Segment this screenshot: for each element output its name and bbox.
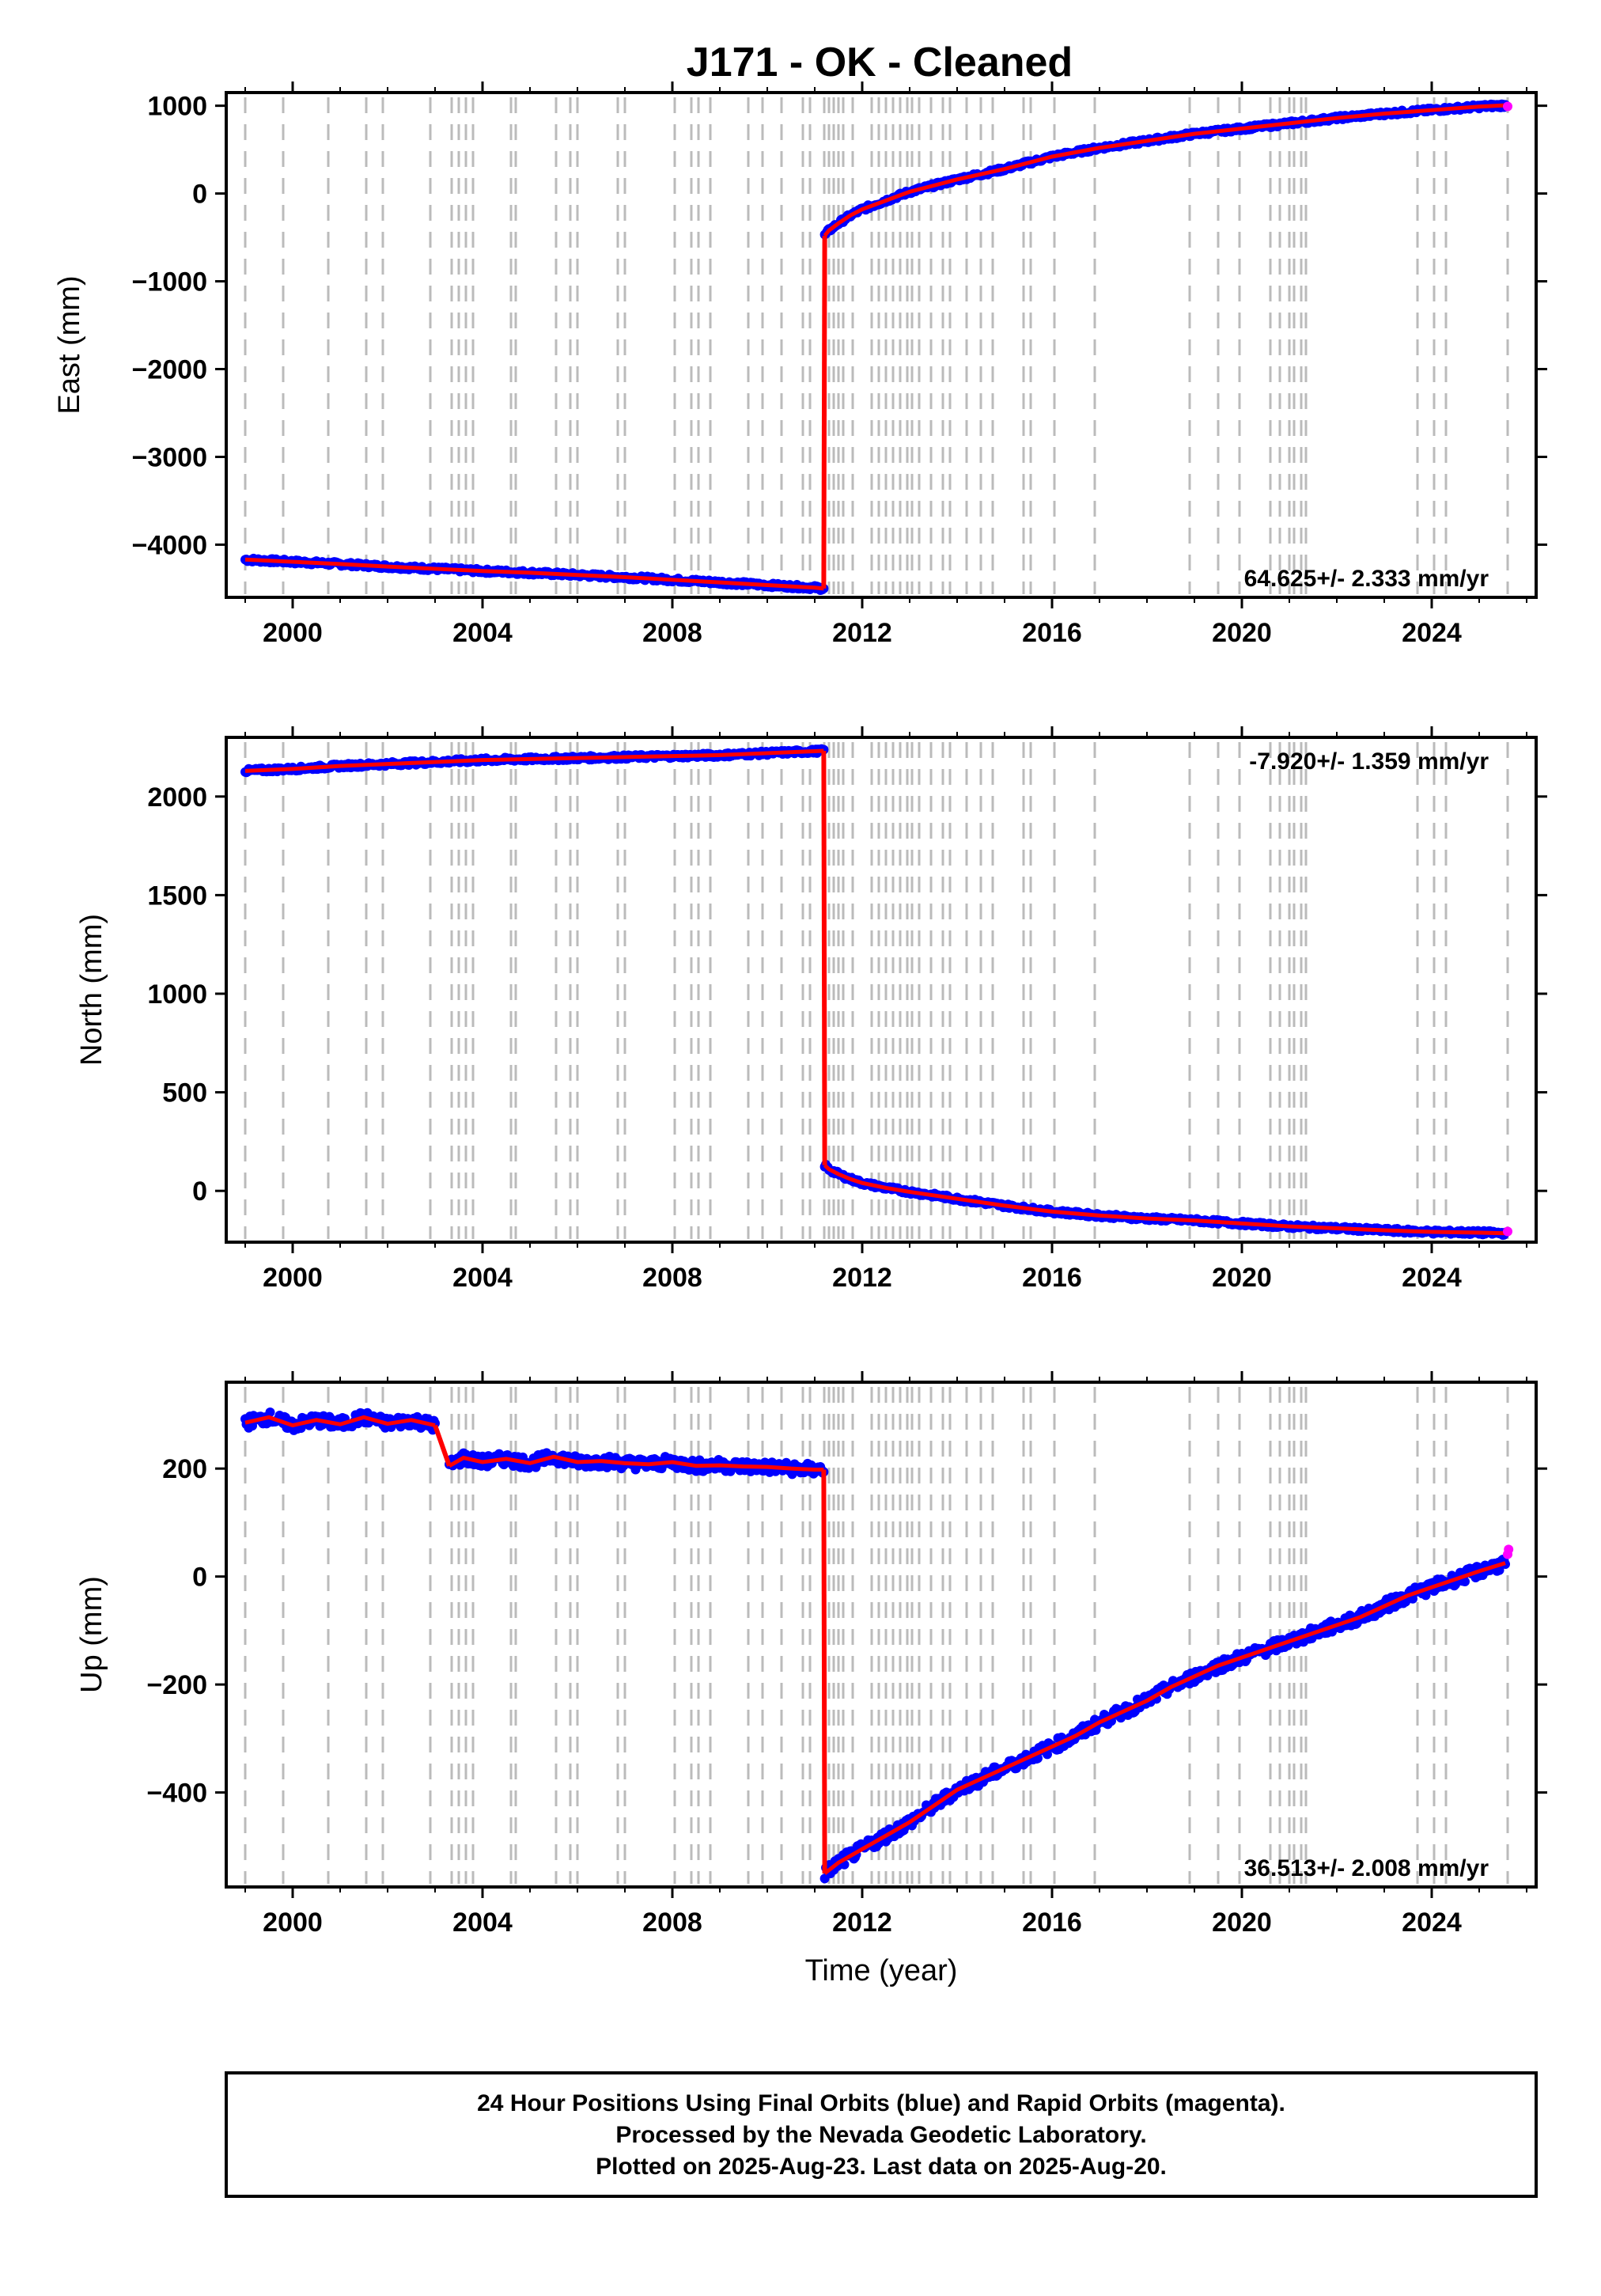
- east-x-tick-label: 2004: [452, 618, 513, 648]
- east-data-point: [1503, 101, 1512, 112]
- up-model-line: [823, 1561, 1506, 1875]
- up-y-tick-label: −400: [146, 1779, 207, 1809]
- north-x-tick-label: 2020: [1212, 1263, 1272, 1293]
- up-x-tick-label: 2008: [642, 1908, 702, 1938]
- up-offset-step: [821, 1469, 827, 1874]
- up-y-tick-label: −200: [146, 1670, 207, 1700]
- east-panel: 2000 2004 2008 2012 2016 2020 2024 1000 0 −1000 −2…: [53, 81, 1547, 648]
- footer-line-3: Plotted on 2025-Aug-23. Last data on 202…: [596, 2154, 1167, 2180]
- east-model-line: [823, 103, 1506, 237]
- east-x-tick-label: 2024: [1402, 618, 1462, 648]
- east-x-tick-label: 2000: [263, 618, 323, 648]
- east-y-tick-label: −4000: [132, 530, 208, 560]
- north-x-tick-label: 2004: [452, 1263, 513, 1293]
- footer-box: 24 Hour Positions Using Final Orbits (bl…: [225, 2071, 1538, 2198]
- up-x-tick-label: 2016: [1022, 1908, 1082, 1938]
- up-y-tick-label: 0: [192, 1563, 207, 1593]
- north-offset-step: [821, 750, 827, 1165]
- north-x-tick-label: 2000: [263, 1263, 323, 1293]
- footer-frame: [225, 2071, 1538, 2198]
- up-rate-label: 36.513+/- 2.008 mm/yr: [1244, 1855, 1489, 1881]
- east-model-line: [244, 557, 824, 591]
- up-x-tick-label: 2020: [1212, 1908, 1272, 1938]
- east-offset-step: [821, 235, 827, 589]
- east-y-tick-label: −3000: [132, 442, 208, 472]
- north-y-axis-label: North (mm): [75, 914, 108, 1066]
- up-y-tick-label: 200: [162, 1454, 207, 1484]
- up-x-tick-label: 2000: [263, 1908, 323, 1938]
- up-plot-frame: [225, 1381, 1538, 1889]
- east-plot-frame: [225, 91, 1538, 599]
- up-x-tick-label: 2012: [832, 1908, 892, 1938]
- north-y-tick-label: 1000: [147, 979, 207, 1010]
- footer-line-1: 24 Hour Positions Using Final Orbits (bl…: [477, 2090, 1285, 2116]
- up-model-line: [448, 1454, 824, 1472]
- east-y-axis-label: East (mm): [53, 275, 86, 414]
- north-model-line: [823, 1163, 1506, 1236]
- east-y-tick-label: −2000: [132, 355, 208, 385]
- footer-line-2: Processed by the Nevada Geodetic Laborat…: [615, 2122, 1146, 2148]
- east-x-tick-label: 2016: [1022, 618, 1082, 648]
- east-x-tick-label: 2008: [642, 618, 702, 648]
- up-x-tick-label: 2024: [1402, 1908, 1462, 1938]
- north-panel: 2000 2004 2008 2012 2016 2020 2024 2000 1500 1000…: [75, 726, 1547, 1293]
- north-x-tick-label: 2012: [832, 1263, 892, 1293]
- up-data-point: [1494, 1565, 1504, 1575]
- east-y-tick-label: −1000: [132, 267, 208, 297]
- north-y-tick-label: 0: [192, 1176, 207, 1207]
- north-x-tick-label: 2008: [642, 1263, 702, 1293]
- north-y-tick-label: 1500: [147, 881, 207, 911]
- east-rate-label: 64.625+/- 2.333 mm/yr: [1244, 566, 1489, 592]
- east-x-tick-label: 2020: [1212, 618, 1272, 648]
- up-offset-step: [433, 1424, 452, 1467]
- up-model-line: [244, 1415, 436, 1428]
- up-data-point: [265, 1408, 275, 1418]
- up-data-point: [1504, 1544, 1514, 1555]
- north-x-tick-label: 2024: [1402, 1263, 1462, 1293]
- east-x-tick-label: 2012: [832, 618, 892, 648]
- up-data-point: [1460, 1576, 1470, 1586]
- north-x-tick-label: 2016: [1022, 1263, 1082, 1293]
- north-y-tick-label: 2000: [147, 782, 207, 813]
- up-x-tick-label: 2004: [452, 1908, 513, 1938]
- north-data-point: [1503, 1226, 1512, 1237]
- north-model-line: [244, 748, 824, 773]
- chart-title: J171 - OK - Cleaned: [687, 40, 1073, 85]
- up-panel: 2000 2004 2008 2012 2016 2020 20242000−200−400…: [75, 1371, 1547, 1987]
- up-y-axis-label: Up (mm): [75, 1576, 108, 1693]
- north-y-tick-label: 500: [162, 1078, 207, 1108]
- east-y-tick-label: 0: [192, 180, 207, 210]
- north-rate-label: -7.920+/- 1.359 mm/yr: [1249, 748, 1489, 775]
- up-x-axis-label: Time (year): [805, 1954, 958, 1987]
- east-y-tick-label: 1000: [147, 92, 207, 122]
- north-plot-frame: [225, 736, 1538, 1244]
